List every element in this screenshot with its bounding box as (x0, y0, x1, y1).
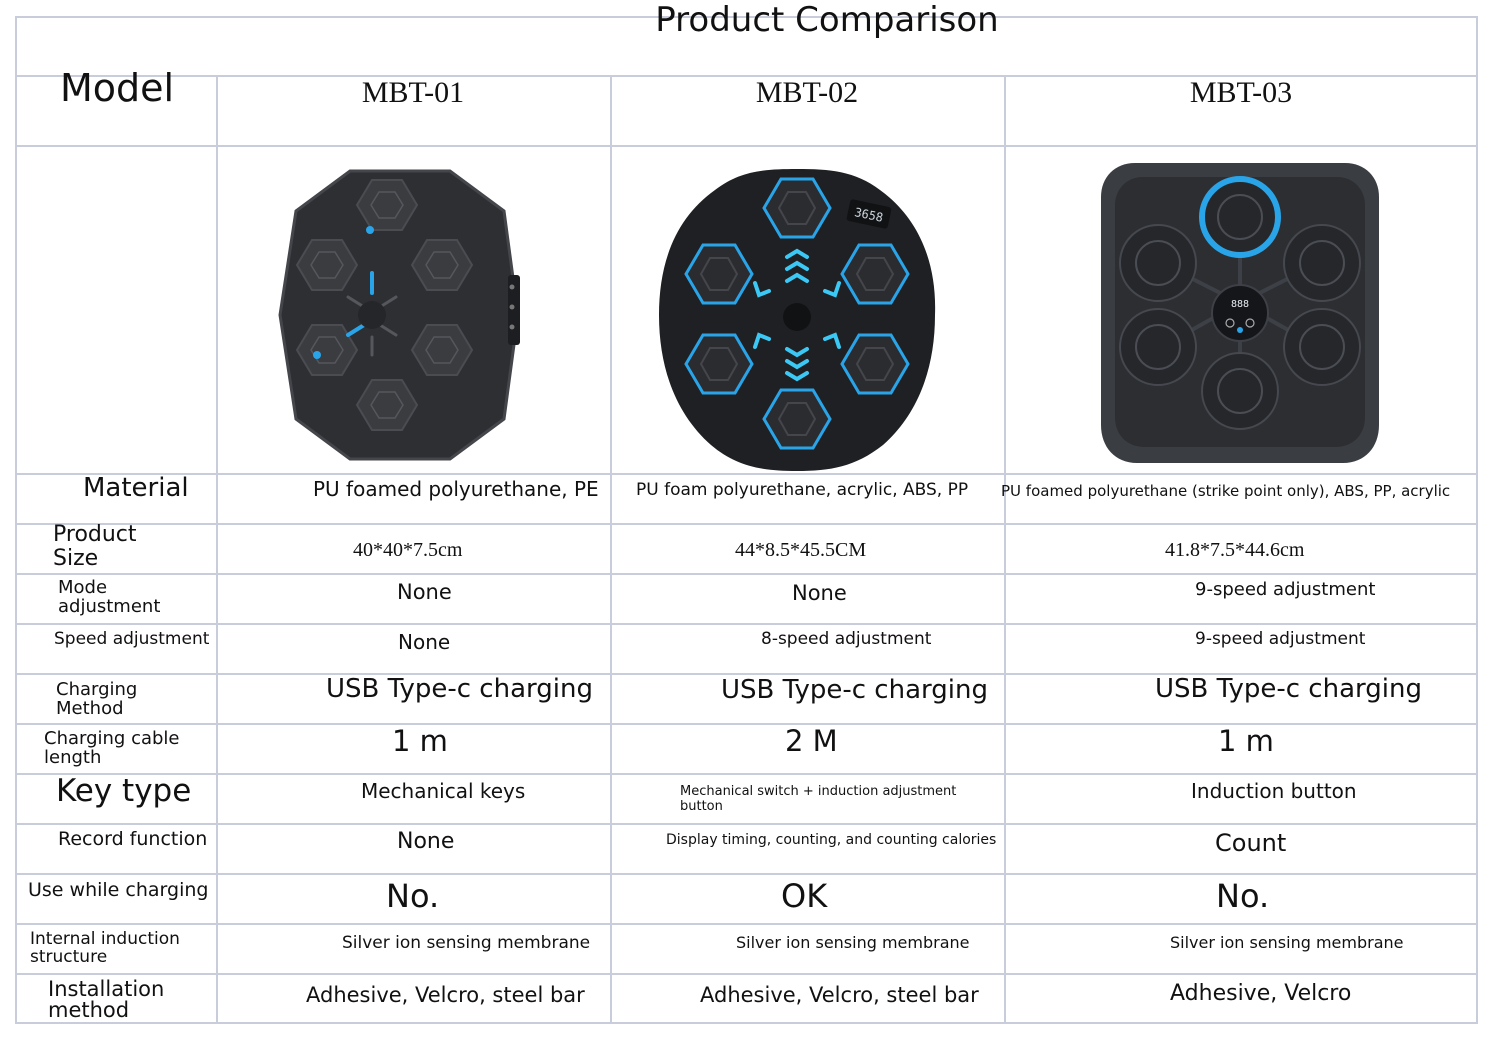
cell-charging-mbt-01: USB Type-c charging (326, 674, 593, 704)
cell-size-mbt-03: 41.8*7.5*44.6cm (1165, 539, 1305, 561)
cell-use-charging-mbt-03: No. (1216, 877, 1270, 915)
table-title: Product Comparison (655, 0, 999, 40)
model-name-mbt-02: MBT-02 (755, 76, 859, 109)
row-label-record-function: Record function (58, 828, 208, 850)
cell-mode-mbt-01: None (397, 580, 452, 604)
cell-material-mbt-01: PU foamed polyurethane, PE (313, 477, 599, 501)
row-divider (17, 145, 1476, 147)
row-label-line: Charging (56, 679, 138, 700)
cell-induction-mbt-03: Silver ion sensing membrane (1170, 933, 1404, 952)
model-name-mbt-03: MBT-03 (1189, 76, 1293, 109)
row-label-internal-induction-structure: Internal induction structure (30, 930, 180, 966)
cell-install-mbt-01: Adhesive, Velcro, steel bar (306, 983, 585, 1007)
column-divider (610, 75, 612, 1022)
cell-key-mbt-02: Mechanical switch + induction adjustment… (680, 784, 957, 814)
row-divider (17, 75, 1476, 77)
cell-mode-mbt-02: None (792, 581, 847, 605)
mbt-03-display-digits: 888 (1231, 299, 1249, 310)
row-label-line: Mode (58, 577, 108, 598)
cell-induction-mbt-02: Silver ion sensing membrane (736, 933, 970, 952)
cell-record-mbt-01: None (397, 829, 455, 854)
mbt-01-product-image (278, 169, 520, 461)
comparison-table (15, 16, 1478, 1024)
cell-induction-mbt-01: Silver ion sensing membrane (342, 933, 591, 953)
cell-mode-mbt-03: 9-speed adjustment (1195, 579, 1376, 600)
cell-install-mbt-03: Adhesive, Velcro (1170, 981, 1352, 1006)
row-divider (17, 673, 1476, 675)
cell-speed-mbt-01: None (398, 630, 451, 654)
row-divider (17, 823, 1476, 825)
row-label-line: Charging cable (44, 728, 180, 749)
mbt-03-product-image: 888 (1101, 163, 1379, 463)
row-label-use-while-charging: Use while charging (28, 879, 209, 901)
cell-key-mbt-01: Mechanical keys (361, 779, 526, 803)
row-label-line: Internal induction (30, 929, 180, 949)
cell-cable-mbt-02: 2 M (785, 724, 838, 758)
cell-cable-mbt-03: 1 m (1218, 724, 1274, 758)
row-divider (17, 723, 1476, 725)
row-label-charging-cable-length: Charging cable length (44, 729, 180, 767)
row-label-line: method (48, 998, 130, 1022)
row-label-product-size: Product Size (53, 523, 137, 571)
cell-speed-mbt-02: 8-speed adjustment (761, 629, 932, 649)
cell-record-mbt-02: Display timing, counting, and counting c… (666, 832, 997, 848)
row-label-line: Product (53, 522, 137, 547)
cell-size-mbt-02: 44*8.5*45.5CM (735, 539, 867, 561)
row-divider (17, 923, 1476, 925)
row-label-line: adjustment (58, 596, 161, 617)
row-label-material: Material (83, 473, 189, 503)
model-header-label: Model (60, 66, 175, 110)
row-label-speed-adjustment: Speed adjustment (54, 629, 210, 649)
cell-key-mbt-03: Induction button (1191, 779, 1357, 803)
row-label-line: structure (30, 947, 108, 967)
cell-speed-mbt-03: 9-speed adjustment (1195, 629, 1366, 649)
row-divider (17, 573, 1476, 575)
cell-use-charging-mbt-01: No. (386, 877, 440, 915)
model-name-mbt-01: MBT-01 (361, 76, 465, 109)
row-divider (17, 973, 1476, 975)
mbt-02-display-digits: 3658 (853, 205, 884, 225)
row-label-mode-adjustment: Mode adjustment (58, 578, 160, 616)
row-label-line: Method (56, 698, 124, 719)
column-divider (1004, 75, 1006, 1022)
cell-use-charging-mbt-02: OK (781, 877, 828, 915)
row-label-installation-method: Installation method (48, 979, 164, 1021)
row-label-line: length (44, 747, 102, 768)
column-divider (216, 75, 218, 1022)
row-divider (17, 473, 1476, 475)
cell-charging-mbt-02: USB Type-c charging (721, 675, 988, 705)
row-label-line: Installation (48, 977, 165, 1001)
cell-charging-mbt-03: USB Type-c charging (1155, 674, 1422, 704)
row-divider (17, 523, 1476, 525)
row-label-line: Size (53, 546, 99, 571)
cell-material-mbt-02: PU foam polyurethane, acrylic, ABS, PP (636, 480, 969, 500)
row-label-charging-method: Charging Method (56, 680, 137, 718)
cell-cable-mbt-01: 1 m (392, 724, 448, 758)
row-divider (17, 873, 1476, 875)
row-label-key-type: Key type (56, 773, 192, 809)
cell-size-mbt-01: 40*40*7.5cm (353, 539, 463, 561)
row-divider (17, 623, 1476, 625)
cell-install-mbt-02: Adhesive, Velcro, steel bar (700, 983, 979, 1007)
row-divider (17, 773, 1476, 775)
cell-material-mbt-03: PU foamed polyurethane (strike point onl… (1001, 482, 1451, 500)
mbt-02-product-image: 3658 (659, 169, 936, 471)
cell-record-mbt-03: Count (1215, 829, 1287, 857)
